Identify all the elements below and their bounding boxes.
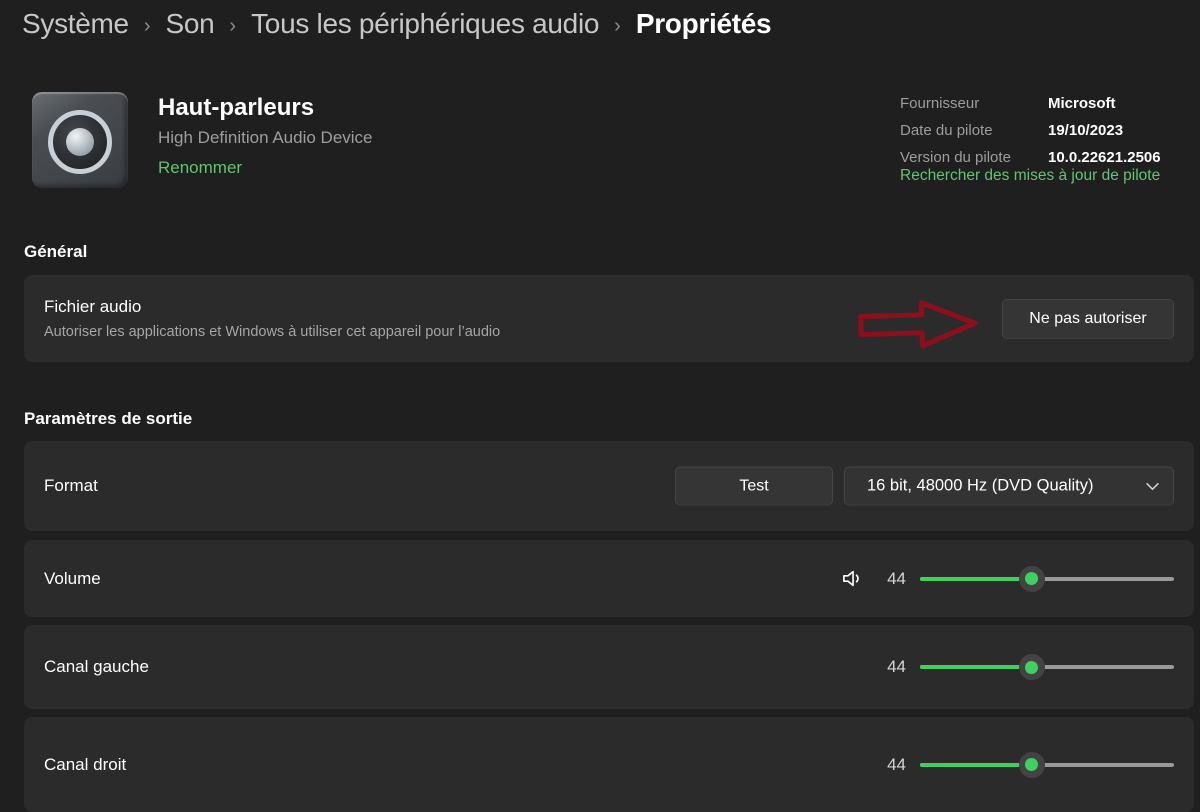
- slider-track[interactable]: [920, 762, 1174, 767]
- slider-track[interactable]: [920, 576, 1174, 581]
- red-arrow-annotation-icon: [857, 296, 980, 356]
- chevron-right-icon: ›: [614, 14, 621, 37]
- speaker-device-icon: [32, 92, 128, 188]
- section-title-output: Paramètres de sortie: [24, 409, 193, 428]
- device-name: Haut-parleurs: [158, 94, 315, 121]
- volume-label: Volume: [44, 568, 101, 588]
- chevron-down-icon: [1146, 482, 1159, 490]
- right-channel-row: Canal droit 44: [24, 717, 1194, 812]
- deny-audio-button[interactable]: Ne pas autoriser: [1002, 298, 1174, 339]
- rename-link[interactable]: Renommer: [158, 158, 243, 177]
- speaker-dome: [66, 127, 94, 156]
- volume-slider[interactable]: [920, 559, 1174, 599]
- driver-info: Fournisseur Microsoft Date du pilote 19/…: [900, 95, 1196, 185]
- format-label: Format: [44, 476, 98, 495]
- slider-track[interactable]: [920, 665, 1174, 669]
- slider-thumb-dot: [1025, 758, 1039, 771]
- test-button[interactable]: Test: [675, 466, 833, 506]
- right-channel-slider[interactable]: [920, 745, 1174, 785]
- driver-value: Microsoft: [1048, 95, 1116, 112]
- section-title-general: Général: [24, 242, 88, 261]
- left-channel-value: 44: [887, 657, 906, 676]
- right-channel-value: 44: [887, 754, 906, 774]
- driver-update-link[interactable]: Rechercher des mises à jour de pilote: [900, 167, 1161, 184]
- format-dropdown-value: 16 bit, 48000 Hz (DVD Quality): [867, 476, 1094, 495]
- chevron-right-icon: ›: [229, 14, 237, 37]
- driver-value: 10.0.22621.2506: [1048, 149, 1161, 166]
- slider-fill: [920, 762, 1032, 767]
- breadcrumb-item-systeme[interactable]: Système: [22, 8, 129, 39]
- driver-value: 19/10/2023: [1048, 122, 1124, 139]
- driver-label: Date du pilote: [900, 122, 993, 139]
- slider-thumb[interactable]: [1018, 751, 1045, 778]
- left-channel-row: Canal gauche 44: [24, 625, 1194, 709]
- audio-row-subtitle: Autoriser les applications et Windows à …: [44, 324, 501, 340]
- volume-row: Volume 44: [24, 540, 1194, 617]
- slider-fill: [920, 576, 1032, 581]
- left-channel-slider[interactable]: [920, 647, 1174, 687]
- breadcrumb: Système › Son › Tous les périphériques a…: [22, 8, 772, 40]
- slider-thumb[interactable]: [1018, 565, 1045, 592]
- audio-row-title: Fichier audio: [44, 297, 142, 316]
- format-row: Format Test 16 bit, 48000 Hz (DVD Qualit…: [24, 441, 1194, 531]
- slider-thumb[interactable]: [1018, 654, 1045, 680]
- chevron-right-icon: ›: [143, 14, 151, 37]
- general-audio-row: Fichier audio Autoriser les applications…: [24, 275, 1194, 362]
- breadcrumb-item-all-audio-devices[interactable]: Tous les périphériques audio: [251, 8, 600, 39]
- slider-fill: [920, 665, 1032, 669]
- slider-thumb-dot: [1025, 572, 1039, 585]
- driver-label: Fournisseur: [900, 95, 980, 112]
- slider-thumb-dot: [1025, 660, 1039, 674]
- format-dropdown[interactable]: 16 bit, 48000 Hz (DVD Quality): [844, 466, 1174, 506]
- speaker-volume-icon: [841, 567, 864, 590]
- breadcrumb-item-son[interactable]: Son: [165, 8, 215, 39]
- speaker-ring: [48, 109, 112, 174]
- left-channel-label: Canal gauche: [44, 657, 149, 676]
- driver-label: Version du pilote: [900, 149, 1011, 166]
- right-channel-label: Canal droit: [44, 754, 127, 774]
- device-description: High Definition Audio Device: [158, 128, 373, 147]
- breadcrumb-item-proprietes: Propriétés: [635, 8, 772, 39]
- volume-value: 44: [887, 568, 906, 588]
